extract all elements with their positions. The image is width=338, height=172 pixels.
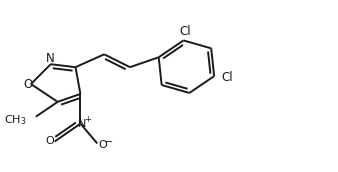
Text: N: N [78,119,87,129]
Text: −: − [105,137,113,147]
Text: Cl: Cl [221,71,233,84]
Text: +: + [84,115,91,124]
Text: N: N [46,52,55,65]
Text: CH$_3$: CH$_3$ [4,113,27,127]
Text: Cl: Cl [179,25,191,38]
Text: O: O [45,136,54,147]
Text: O: O [23,78,32,90]
Text: O: O [99,141,107,150]
